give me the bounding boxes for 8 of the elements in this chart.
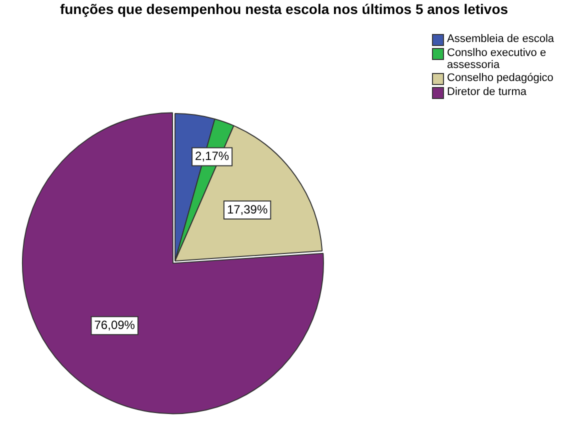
data-label: 2,17%	[195, 149, 230, 164]
legend-label: Conslho executivo e assessoria	[447, 47, 548, 71]
chart-title: funções que desempenhou nesta escola nos últimos 5 anos letivos	[58, 1, 510, 17]
data-label: 17,39%	[226, 202, 268, 216]
legend-label: Conselho pedagógico	[447, 72, 554, 84]
legend-label: Assembleia de escola	[447, 33, 556, 45]
legend-label: Diretor de turma	[447, 86, 528, 98]
data-label: 76,09%	[94, 318, 136, 332]
